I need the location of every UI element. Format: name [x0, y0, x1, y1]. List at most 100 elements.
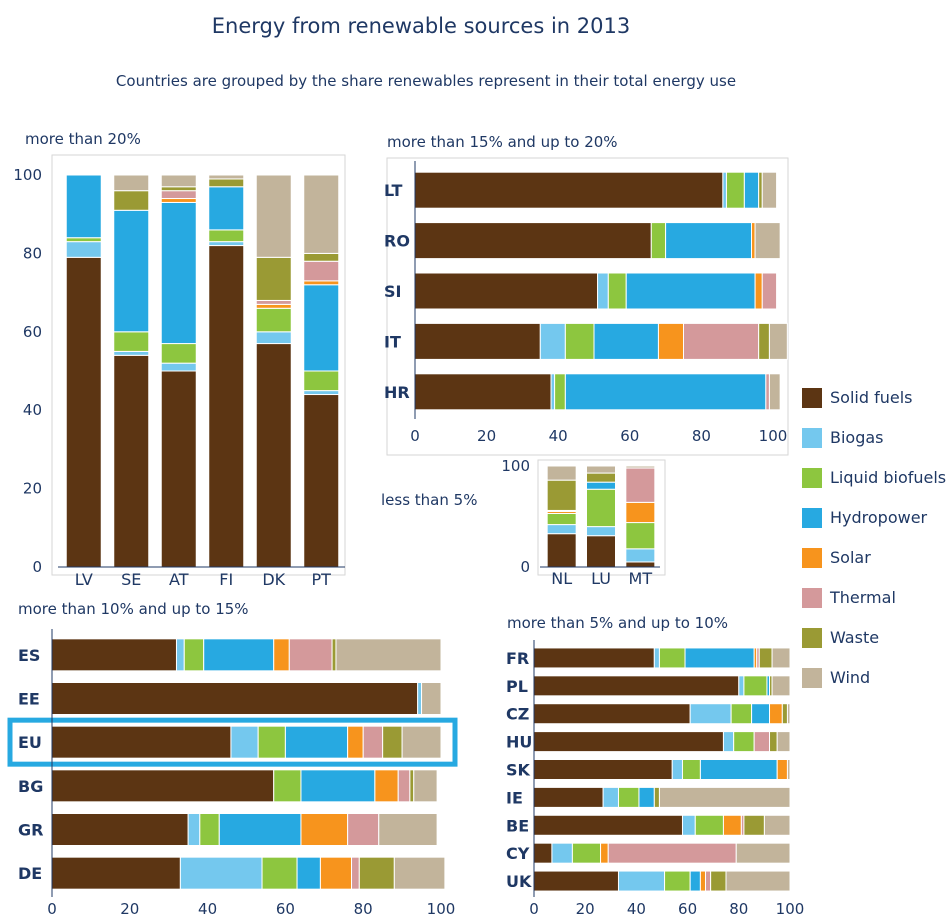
bar-ro-solar	[751, 222, 756, 260]
bar-at-thermal	[160, 190, 197, 200]
bar-uk-hydropower	[689, 870, 701, 892]
bar-be-solid-fuels	[533, 814, 683, 836]
group-label: more than 15% and up to 20%	[387, 133, 618, 151]
bar-nl-wind	[546, 465, 577, 481]
panel-more-than-5-and-up-to-10-: more than 5% and up to 10% 0 20 40 60 80 100 FR…	[506, 614, 804, 918]
bar-mt-solar	[625, 501, 656, 524]
bar-uk-wind	[725, 870, 791, 892]
legend-label: Solid fuels	[830, 388, 912, 407]
bar-eu-solar	[347, 725, 364, 759]
bar-it-thermal	[683, 322, 760, 360]
category-label: BG	[18, 777, 43, 796]
bar-fi-wind	[208, 174, 245, 180]
legend-item-solar: Solar	[802, 548, 871, 568]
bar-dk-liquid-biofuels	[255, 307, 292, 333]
panel-more-than-10-and-up-to-15-: more than 10% and up to 15% 0 20 40 60 80 100 E…	[7, 600, 458, 918]
category-label: FR	[506, 649, 529, 668]
bar-fr-hydropower	[684, 647, 755, 669]
bar-pt-hydropower	[303, 284, 340, 372]
bar-gr-biogas	[187, 813, 201, 846]
category-label: GR	[18, 821, 43, 840]
bar-bg-liquid-biofuels	[273, 769, 302, 803]
bar-eu-waste	[382, 725, 403, 759]
bar-es-solar	[273, 638, 290, 672]
y-tick-label: 100	[501, 457, 530, 475]
x-tick-label: 60	[276, 900, 295, 918]
bar-lu-wind	[586, 465, 616, 474]
bar-be-biogas	[681, 814, 696, 836]
bar-be-solar	[722, 814, 742, 836]
legend-label: Biogas	[830, 428, 884, 447]
legend-item-liquid-biofuels: Liquid biofuels	[802, 468, 946, 488]
bar-dk-waste	[255, 256, 292, 301]
bar-es-wind	[335, 638, 442, 672]
category-label: MT	[629, 569, 653, 588]
bar-es-liquid-biofuels	[183, 638, 205, 672]
legend-item-solid-fuels: Solid fuels	[802, 388, 912, 408]
bar-bg-hydropower	[300, 769, 376, 803]
bar-uk-thermal	[705, 870, 712, 892]
category-label: FI	[219, 570, 233, 589]
bar-cz-solid-fuels	[533, 703, 691, 725]
bar-pl-liquid-biofuels	[743, 675, 768, 697]
legend-item-biogas: Biogas	[802, 428, 884, 448]
x-tick-label: 20	[120, 900, 139, 918]
bar-cy-thermal	[607, 842, 737, 864]
bar-fi-solid-fuels	[208, 245, 245, 568]
bar-at-hydropower	[160, 201, 197, 345]
bar-cy-wind	[735, 842, 791, 864]
x-tick-label: 0	[410, 427, 420, 445]
bar-at-liquid-biofuels	[160, 343, 197, 364]
highlight-frame	[7, 717, 458, 767]
y-tick-label: 0	[520, 558, 530, 576]
category-label: LU	[591, 569, 611, 588]
y-tick-label: 100	[13, 166, 42, 184]
bar-nl-liquid-biofuels	[546, 512, 577, 526]
category-label: DE	[18, 864, 42, 883]
bar-gr-thermal	[347, 813, 380, 846]
bar-de-wind	[393, 856, 446, 890]
bar-fr-solid-fuels	[533, 647, 655, 669]
group-label: more than 10% and up to 15%	[18, 600, 249, 618]
bar-eu-hydropower	[284, 725, 349, 759]
bar-be-wind	[763, 814, 791, 836]
bar-mt-solid-fuels	[625, 561, 656, 568]
bar-hr-liquid-biofuels	[554, 373, 566, 411]
bar-pl-solid-fuels	[533, 675, 740, 697]
bar-hr-thermal	[765, 373, 770, 411]
bar-de-biogas	[179, 856, 263, 890]
x-tick-label: 40	[198, 900, 217, 918]
bar-se-liquid-biofuels	[113, 331, 150, 352]
bar-ie-waste	[653, 786, 660, 808]
bar-pt-solar	[303, 280, 340, 286]
x-tick-label: 40	[627, 900, 646, 918]
bar-dk-biogas	[255, 331, 292, 345]
bar-pl-biogas	[738, 675, 745, 697]
bar-fi-liquid-biofuels	[208, 229, 245, 243]
category-label: PT	[312, 570, 332, 589]
legend-swatch	[802, 468, 822, 488]
bar-eu-wind	[401, 725, 442, 759]
bar-bg-solar	[374, 769, 399, 803]
bar-bg-solid-fuels	[51, 769, 275, 803]
bar-gr-solid-fuels	[51, 813, 189, 846]
bar-it-biogas	[539, 322, 566, 360]
bar-it-waste	[758, 322, 770, 360]
category-label: LV	[75, 570, 93, 589]
category-label: AT	[169, 570, 189, 589]
bar-lt-biogas	[722, 171, 727, 209]
bar-at-solar	[160, 198, 197, 203]
x-tick-label: 80	[692, 427, 711, 445]
bar-pl-wind	[771, 675, 791, 697]
x-tick-label: 100	[427, 900, 456, 918]
bar-sk-wind	[786, 759, 791, 780]
bar-es-biogas	[175, 638, 185, 672]
bar-eu-thermal	[362, 725, 384, 759]
bar-sk-biogas	[671, 759, 683, 780]
bar-cy-liquid-biofuels	[571, 842, 602, 864]
bar-pt-waste	[303, 252, 340, 262]
x-tick-label: 100	[759, 427, 788, 445]
bar-pt-thermal	[303, 260, 340, 282]
